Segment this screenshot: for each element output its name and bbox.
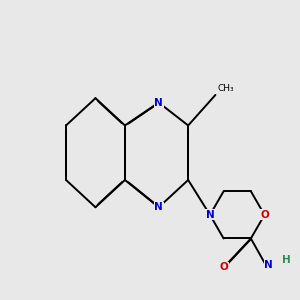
Text: N: N xyxy=(206,210,214,220)
Text: O: O xyxy=(219,262,228,272)
Text: O: O xyxy=(260,210,269,220)
Text: CH₃: CH₃ xyxy=(217,84,234,93)
Text: N: N xyxy=(154,202,163,212)
Text: N: N xyxy=(154,98,163,108)
Text: H: H xyxy=(283,255,291,265)
Text: N: N xyxy=(265,260,273,270)
